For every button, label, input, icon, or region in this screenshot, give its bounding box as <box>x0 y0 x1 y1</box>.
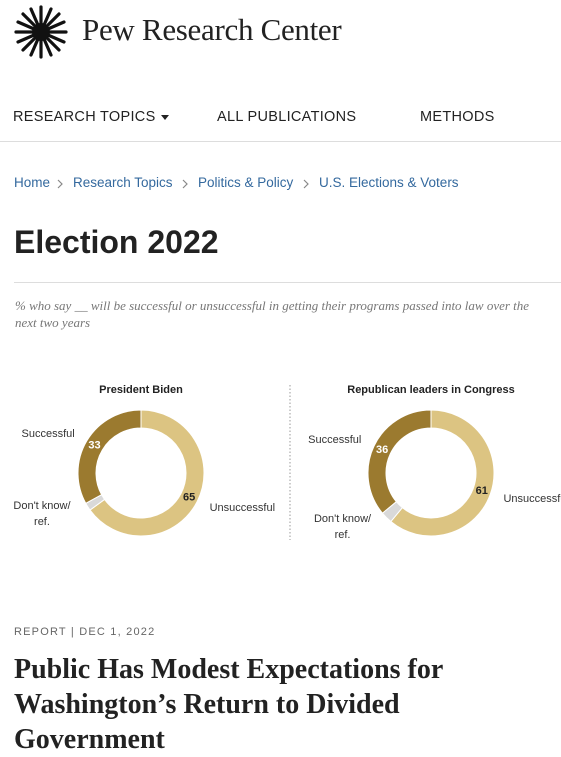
chart-title: President Biden <box>99 384 183 396</box>
breadcrumb-link[interactable]: Research Topics <box>73 175 173 190</box>
nav-item[interactable]: ALL PUBLICATIONS <box>217 109 357 125</box>
donut-slice <box>77 409 142 505</box>
divider <box>14 282 561 283</box>
breadcrumb-separators <box>57 179 309 189</box>
breadcrumb-link[interactable]: Home <box>14 175 51 190</box>
category-label: Unsuccessful <box>209 501 276 514</box>
article-kind: REPORT <box>14 626 67 638</box>
figure-caption: % who say __ will be successful or unsuc… <box>15 298 530 330</box>
article-meta: REPORT | DEC 1, 2022 <box>14 626 156 638</box>
caret <box>160 115 169 120</box>
value-label: 33 <box>88 439 100 451</box>
breadcrumb-link[interactable]: U.S. Elections & Voters <box>319 175 459 190</box>
category-label: Unsuccessful <box>503 493 561 506</box>
nav-label[interactable]: RESEARCH TOPICS <box>13 109 156 125</box>
divider <box>0 141 561 142</box>
nav-item[interactable]: METHODS <box>420 109 495 125</box>
article-date: DEC 1, 2022 <box>79 626 156 638</box>
value-label: 36 <box>376 444 388 456</box>
chart-area: 65 33 61 36 <box>77 385 495 540</box>
category-label: Don't know/ ref. <box>13 500 71 529</box>
article-headline[interactable]: Public Has Modest Expectations for Washi… <box>14 654 443 755</box>
value-label: 65 <box>183 491 195 503</box>
logo-icon <box>14 5 68 59</box>
category-label: Successful <box>308 434 362 447</box>
donut-slice <box>390 409 495 537</box>
value-label: 61 <box>476 485 488 497</box>
donut-slice <box>367 409 432 514</box>
breadcrumb-link[interactable]: Politics & Policy <box>198 175 294 190</box>
donut-slice <box>89 409 205 537</box>
page-title: Election 2022 <box>14 224 219 260</box>
chart-title: Republican leaders in Congress <box>347 384 515 396</box>
category-label: Don't know/ ref. <box>313 513 372 542</box>
nav-item[interactable]: RESEARCH TOPICS <box>13 109 170 125</box>
category-label: Successful <box>21 427 75 440</box>
logo-text[interactable]: Pew Research Center <box>82 12 342 47</box>
